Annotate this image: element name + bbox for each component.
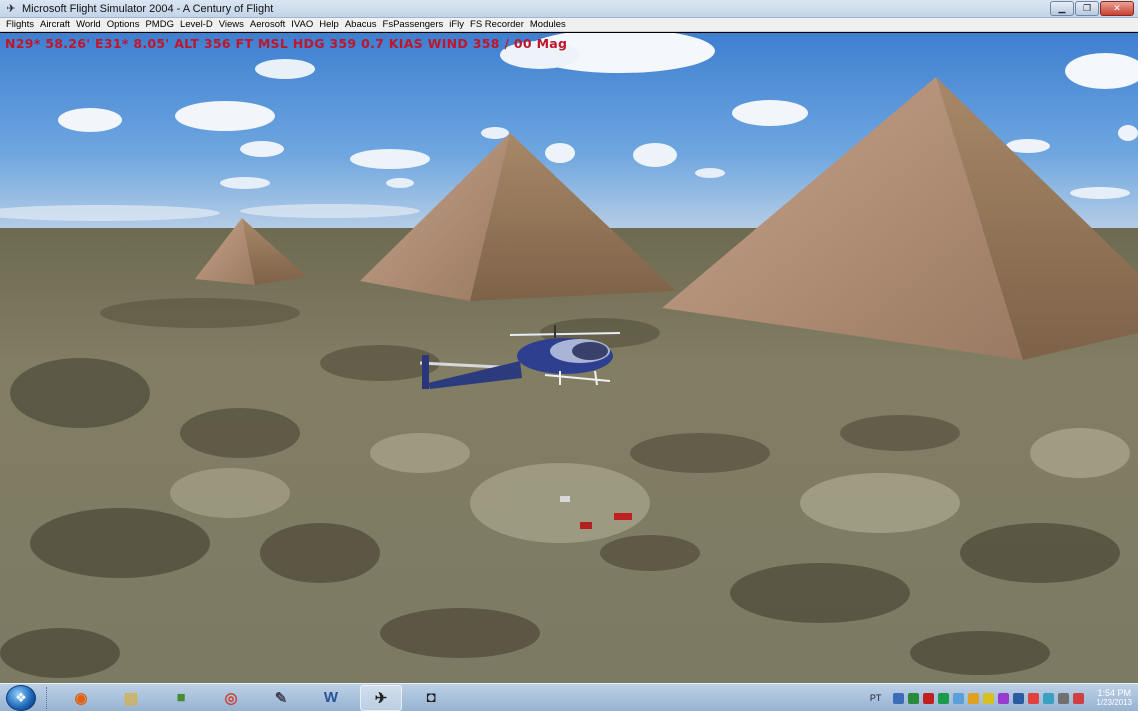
minimize-button[interactable]: ▁: [1050, 1, 1074, 16]
menu-bar: Flights Aircraft World Options PMDG Level-D Vi…: [0, 18, 1138, 32]
menu-flights[interactable]: Flights: [6, 19, 34, 30]
file-explorer-icon: ▤: [123, 689, 139, 707]
minecraft-icon: ■: [176, 689, 186, 706]
tray-app-icon[interactable]: [908, 692, 920, 704]
clock-date: 1/23/2013: [1096, 698, 1132, 707]
window-controls: ▁ ❐ ✕: [1050, 1, 1134, 16]
menu-views[interactable]: Views: [218, 19, 244, 30]
sand-patches: [170, 428, 1130, 543]
start-button[interactable]: ❖: [6, 684, 36, 711]
restore-button[interactable]: ❐: [1075, 1, 1099, 16]
menu-options[interactable]: Options: [106, 19, 140, 30]
ground-texture: [0, 298, 1120, 678]
title-bar: ✈ Microsoft Flight Simulator 2004 - A Ce…: [0, 0, 1138, 18]
menu-level-d[interactable]: Level-D: [179, 19, 213, 30]
menu-fs-recorder[interactable]: FS Recorder: [470, 19, 524, 30]
taskbar-apps: ◉ ▤ ■ ◎ ✎ W ✈ ◘: [60, 684, 460, 711]
helicopter: [419, 325, 621, 389]
menu-world[interactable]: World: [76, 19, 101, 30]
taskbar-button-media-center[interactable]: ◉: [60, 685, 102, 711]
camera-icon: ◘: [426, 689, 436, 706]
tray-app-icon[interactable]: [1073, 692, 1085, 704]
taskbar-button-tool[interactable]: ✎: [260, 685, 302, 711]
ground-vehicles: [560, 496, 632, 529]
tray-app-icon[interactable]: [893, 692, 905, 704]
taskbar-button-minecraft[interactable]: ■: [160, 685, 202, 711]
taskbar-button-word[interactable]: W: [310, 685, 352, 711]
tray-app-icon[interactable]: [953, 692, 965, 704]
tray-icons: [893, 692, 1088, 704]
flight-scene-viewport[interactable]: [0, 33, 1138, 683]
menu-pmdg[interactable]: PMDG: [145, 19, 174, 30]
media-center-icon: ◉: [74, 689, 88, 707]
flight-simulator-app-icon: ✈: [6, 2, 16, 15]
menu-ivao[interactable]: IVAO: [291, 19, 314, 30]
tray-app-icon[interactable]: [968, 692, 980, 704]
clock-time: 1:54 PM: [1097, 688, 1131, 698]
taskbar-button-file-explorer[interactable]: ▤: [110, 685, 152, 711]
tool-icon: ✎: [274, 689, 288, 707]
pyramid-large: [662, 77, 1138, 360]
menu-ifly[interactable]: iFly: [449, 19, 465, 30]
system-tray: PT 1:54 PM 1/23/2013: [870, 684, 1138, 711]
scenery: [0, 33, 1138, 683]
clouds: [0, 33, 1138, 221]
tray-app-icon[interactable]: [998, 692, 1010, 704]
chrome-icon: ◎: [224, 689, 238, 707]
menu-aircraft[interactable]: Aircraft: [39, 19, 71, 30]
taskbar-button-camera[interactable]: ◘: [410, 685, 452, 711]
taskbar: ❖ ◉ ▤ ■ ◎ ✎ W ✈ ◘ PT 1:54 PM 1/23/2013: [0, 683, 1138, 711]
tray-app-icon[interactable]: [983, 692, 995, 704]
tray-app-icon[interactable]: [1028, 692, 1040, 704]
taskbar-separator: [46, 686, 50, 709]
tray-app-icon[interactable]: [1043, 692, 1055, 704]
pyramid-small: [195, 218, 307, 285]
taskbar-button-chrome[interactable]: ◎: [210, 685, 252, 711]
menu-fspassengers[interactable]: FsPassengers: [382, 19, 444, 30]
flight-simulator-icon: ✈: [374, 689, 388, 707]
menu-abacus[interactable]: Abacus: [344, 19, 377, 30]
menu-aerosoft[interactable]: Aerosoft: [249, 19, 286, 30]
tray-app-icon[interactable]: [923, 692, 935, 704]
position-readout: N29* 58.26' E31* 8.05' ALT 356 FT MSL HD…: [5, 36, 568, 51]
window-title: Microsoft Flight Simulator 2004 - A Cent…: [22, 2, 274, 15]
tray-app-icon[interactable]: [938, 692, 950, 704]
close-button[interactable]: ✕: [1100, 1, 1134, 16]
pyramid-middle: [360, 133, 676, 301]
tray-app-icon[interactable]: [1058, 692, 1070, 704]
language-indicator[interactable]: PT: [869, 693, 882, 703]
menu-help[interactable]: Help: [319, 19, 339, 30]
clock[interactable]: 1:54 PM 1/23/2013: [1096, 688, 1132, 708]
menu-modules[interactable]: Modules: [529, 19, 566, 30]
word-icon: W: [323, 689, 339, 706]
tray-app-icon[interactable]: [1013, 692, 1025, 704]
taskbar-button-flight-simulator[interactable]: ✈: [360, 684, 402, 711]
